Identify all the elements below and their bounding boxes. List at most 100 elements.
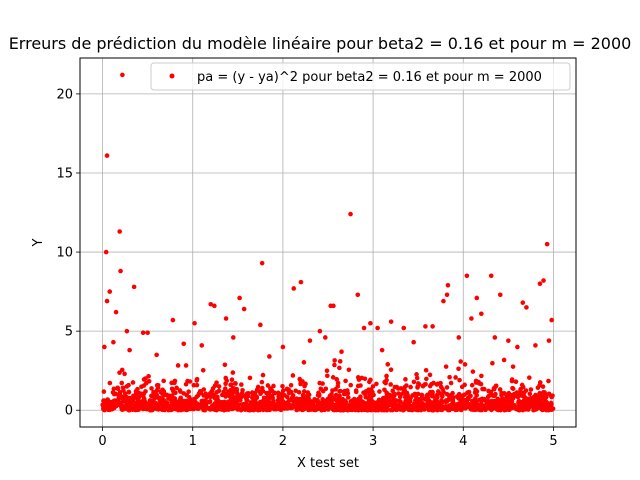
data-point xyxy=(489,404,495,410)
data-point xyxy=(335,380,341,386)
data-point xyxy=(520,300,526,305)
data-point xyxy=(295,406,301,411)
data-point xyxy=(510,364,516,369)
data-point xyxy=(118,268,123,274)
data-point xyxy=(528,403,534,409)
data-point xyxy=(184,398,189,404)
data-point xyxy=(415,401,420,406)
data-point xyxy=(324,368,330,374)
data-point xyxy=(124,394,129,400)
data-point xyxy=(175,363,181,368)
data-point xyxy=(215,401,221,406)
data-point xyxy=(107,403,113,409)
data-point xyxy=(223,381,228,386)
data-point xyxy=(102,344,107,350)
data-point xyxy=(397,394,403,400)
data-point xyxy=(544,241,550,247)
x-axis-label: X test set xyxy=(297,456,359,471)
data-point xyxy=(282,406,287,411)
data-point xyxy=(235,405,241,410)
legend: pa = (y - ya)^2 pour beta2 = 0.16 et pou… xyxy=(150,62,571,91)
data-point xyxy=(456,391,462,397)
data-point xyxy=(317,328,323,334)
data-point xyxy=(398,386,404,391)
data-point xyxy=(368,377,373,383)
y-tick-label: 20 xyxy=(56,87,73,102)
data-point xyxy=(111,386,117,392)
data-point xyxy=(486,388,491,394)
data-point xyxy=(388,367,394,372)
y-tick-label: 5 xyxy=(65,325,73,340)
data-point xyxy=(463,401,469,406)
chart-title: Erreurs de prédiction du modèle linéaire… xyxy=(9,34,632,53)
data-point xyxy=(209,404,214,410)
data-point xyxy=(378,398,383,403)
data-point xyxy=(450,397,456,403)
data-point xyxy=(381,400,387,405)
data-point xyxy=(212,383,218,388)
data-point xyxy=(548,400,554,406)
axis-ticks: 0 1 2 3 4 5 0 5 10 15 20 xyxy=(56,87,557,449)
data-point xyxy=(212,401,218,406)
x-tick-label: 5 xyxy=(549,434,557,449)
data-point xyxy=(384,390,389,396)
data-point xyxy=(466,389,472,395)
data-point xyxy=(539,406,544,412)
data-point xyxy=(541,278,546,283)
data-point xyxy=(242,406,248,412)
data-point xyxy=(404,390,410,396)
data-point xyxy=(539,394,545,400)
data-point xyxy=(151,392,156,397)
data-point xyxy=(528,387,534,392)
data-point xyxy=(221,407,227,413)
data-point xyxy=(111,339,116,345)
data-point xyxy=(379,347,385,353)
data-point xyxy=(508,395,514,400)
data-point xyxy=(444,292,450,298)
data-point xyxy=(149,407,154,413)
data-point xyxy=(277,393,283,399)
data-point xyxy=(325,406,331,412)
data-point xyxy=(149,401,154,407)
data-point xyxy=(145,330,150,336)
data-point xyxy=(127,347,132,353)
data-point xyxy=(172,401,178,407)
data-point xyxy=(541,401,546,407)
data-point xyxy=(230,370,236,375)
data-point xyxy=(337,359,343,364)
data-point xyxy=(342,388,347,394)
data-point xyxy=(334,377,340,382)
data-point xyxy=(260,372,266,378)
data-point xyxy=(214,390,219,395)
data-point xyxy=(492,401,497,407)
data-point xyxy=(255,384,261,390)
data-point xyxy=(265,383,271,388)
data-point xyxy=(321,398,326,403)
data-point xyxy=(414,375,420,381)
data-point xyxy=(527,391,533,397)
data-point xyxy=(214,407,219,413)
data-point xyxy=(394,384,400,390)
data-point xyxy=(269,405,275,410)
data-point xyxy=(131,284,137,290)
data-point xyxy=(325,373,330,379)
data-point xyxy=(172,380,177,386)
data-point xyxy=(402,394,408,400)
data-point xyxy=(345,395,351,400)
y-tick-label: 0 xyxy=(65,404,73,419)
data-point xyxy=(444,385,450,390)
data-point xyxy=(223,316,229,321)
data-point xyxy=(452,402,458,407)
data-point xyxy=(156,406,161,411)
data-point xyxy=(191,382,197,388)
data-point xyxy=(285,402,291,408)
data-point xyxy=(416,382,422,387)
data-point xyxy=(470,403,475,409)
data-point xyxy=(535,385,541,391)
data-point xyxy=(330,406,336,412)
data-point xyxy=(503,407,509,412)
grid-lines xyxy=(80,58,576,427)
data-point xyxy=(361,325,367,331)
data-point xyxy=(111,404,117,410)
data-point xyxy=(290,393,296,398)
